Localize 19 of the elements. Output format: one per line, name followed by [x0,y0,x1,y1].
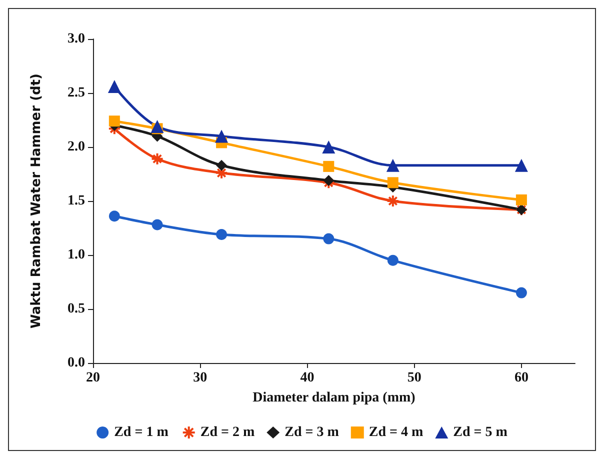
legend-label: Zd = 2 m [200,425,255,440]
x-tick-label: 20 [86,370,100,386]
legend-label: Zd = 1 m [114,425,169,440]
y-tick-label: 2.5 [68,86,85,100]
legend-label: Zd = 3 m [284,425,340,440]
y-axis-title: Waktu Rambat Water Hammer (dt) [29,74,44,328]
legend-label: Zd = 4 m [368,425,424,440]
x-axis-title: Diameter dalam pipa (mm) [252,390,416,406]
legend-label: Zd = 5 m [453,425,508,440]
y-tick-label: 2.0 [68,140,85,154]
x-tick-label: 50 [407,370,422,386]
y-tick-label: 1.0 [68,248,85,262]
x-tick-label: 30 [193,370,208,386]
y-tick-label: 3.0 [68,32,85,46]
y-tick-label: 1.5 [68,194,85,208]
x-tick-label: 60 [514,370,528,386]
y-tick-label: 0.0 [68,356,85,370]
x-tick-label: 40 [300,370,314,386]
y-tick-label: 0.5 [68,302,85,316]
